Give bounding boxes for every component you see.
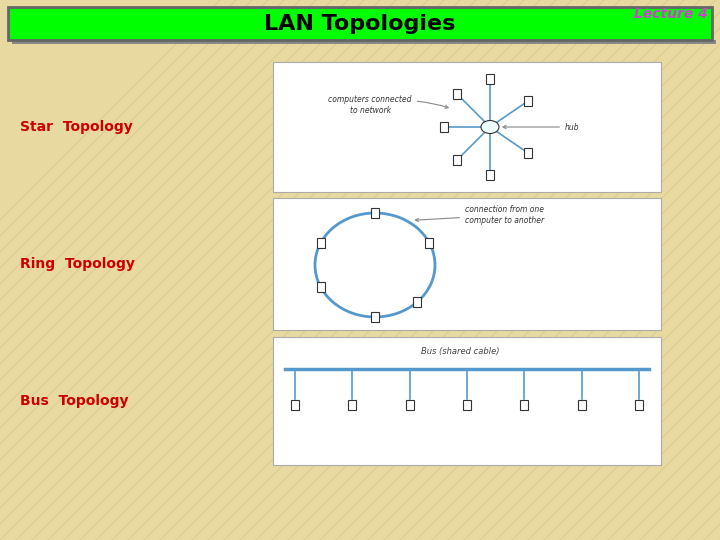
Text: hub: hub xyxy=(503,123,580,132)
Bar xyxy=(453,155,461,165)
Bar xyxy=(486,74,494,84)
Text: connection from one
computer to another: connection from one computer to another xyxy=(415,205,544,225)
Text: Bus  Topology: Bus Topology xyxy=(20,394,128,408)
Bar xyxy=(273,198,661,330)
Bar xyxy=(405,400,414,410)
Bar xyxy=(486,170,494,180)
Text: Ring  Topology: Ring Topology xyxy=(20,257,135,271)
Bar xyxy=(413,297,421,307)
Bar xyxy=(453,89,461,99)
Bar xyxy=(524,96,532,106)
Text: Star  Topology: Star Topology xyxy=(20,120,132,134)
Bar xyxy=(12,40,716,44)
Bar xyxy=(291,400,299,410)
Bar xyxy=(273,62,661,192)
Bar xyxy=(463,400,471,410)
Bar xyxy=(524,148,532,158)
Bar xyxy=(521,400,528,410)
Bar xyxy=(317,238,325,248)
Bar xyxy=(635,400,643,410)
Bar xyxy=(426,238,433,248)
Bar xyxy=(577,400,585,410)
Bar xyxy=(371,312,379,322)
Bar xyxy=(371,208,379,218)
Ellipse shape xyxy=(481,120,499,133)
Bar xyxy=(348,400,356,410)
Bar xyxy=(317,282,325,292)
Text: computers connected
to network: computers connected to network xyxy=(328,95,448,114)
Bar xyxy=(8,7,712,40)
Bar xyxy=(440,122,448,132)
Bar xyxy=(273,337,661,465)
Text: LAN Topologies: LAN Topologies xyxy=(264,14,456,33)
Text: Lecture 4: Lecture 4 xyxy=(634,7,708,21)
Text: Bus (shared cable): Bus (shared cable) xyxy=(420,347,499,356)
